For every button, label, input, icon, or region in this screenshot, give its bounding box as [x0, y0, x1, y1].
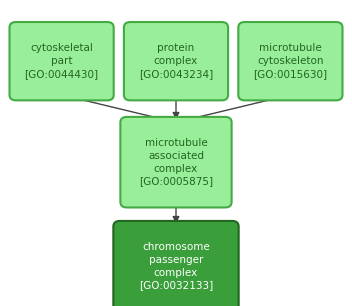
FancyBboxPatch shape: [238, 22, 342, 100]
FancyBboxPatch shape: [113, 221, 239, 306]
Text: protein
complex
[GO:0043234]: protein complex [GO:0043234]: [139, 43, 213, 79]
FancyBboxPatch shape: [120, 117, 232, 207]
FancyBboxPatch shape: [124, 22, 228, 100]
Text: chromosome
passenger
complex
[GO:0032133]: chromosome passenger complex [GO:0032133…: [139, 242, 213, 290]
Text: microtubule
associated
complex
[GO:0005875]: microtubule associated complex [GO:00058…: [139, 138, 213, 186]
Text: microtubule
cytoskeleton
[GO:0015630]: microtubule cytoskeleton [GO:0015630]: [253, 43, 327, 79]
Text: cytoskeletal
part
[GO:0044430]: cytoskeletal part [GO:0044430]: [25, 43, 99, 79]
FancyBboxPatch shape: [10, 22, 114, 100]
